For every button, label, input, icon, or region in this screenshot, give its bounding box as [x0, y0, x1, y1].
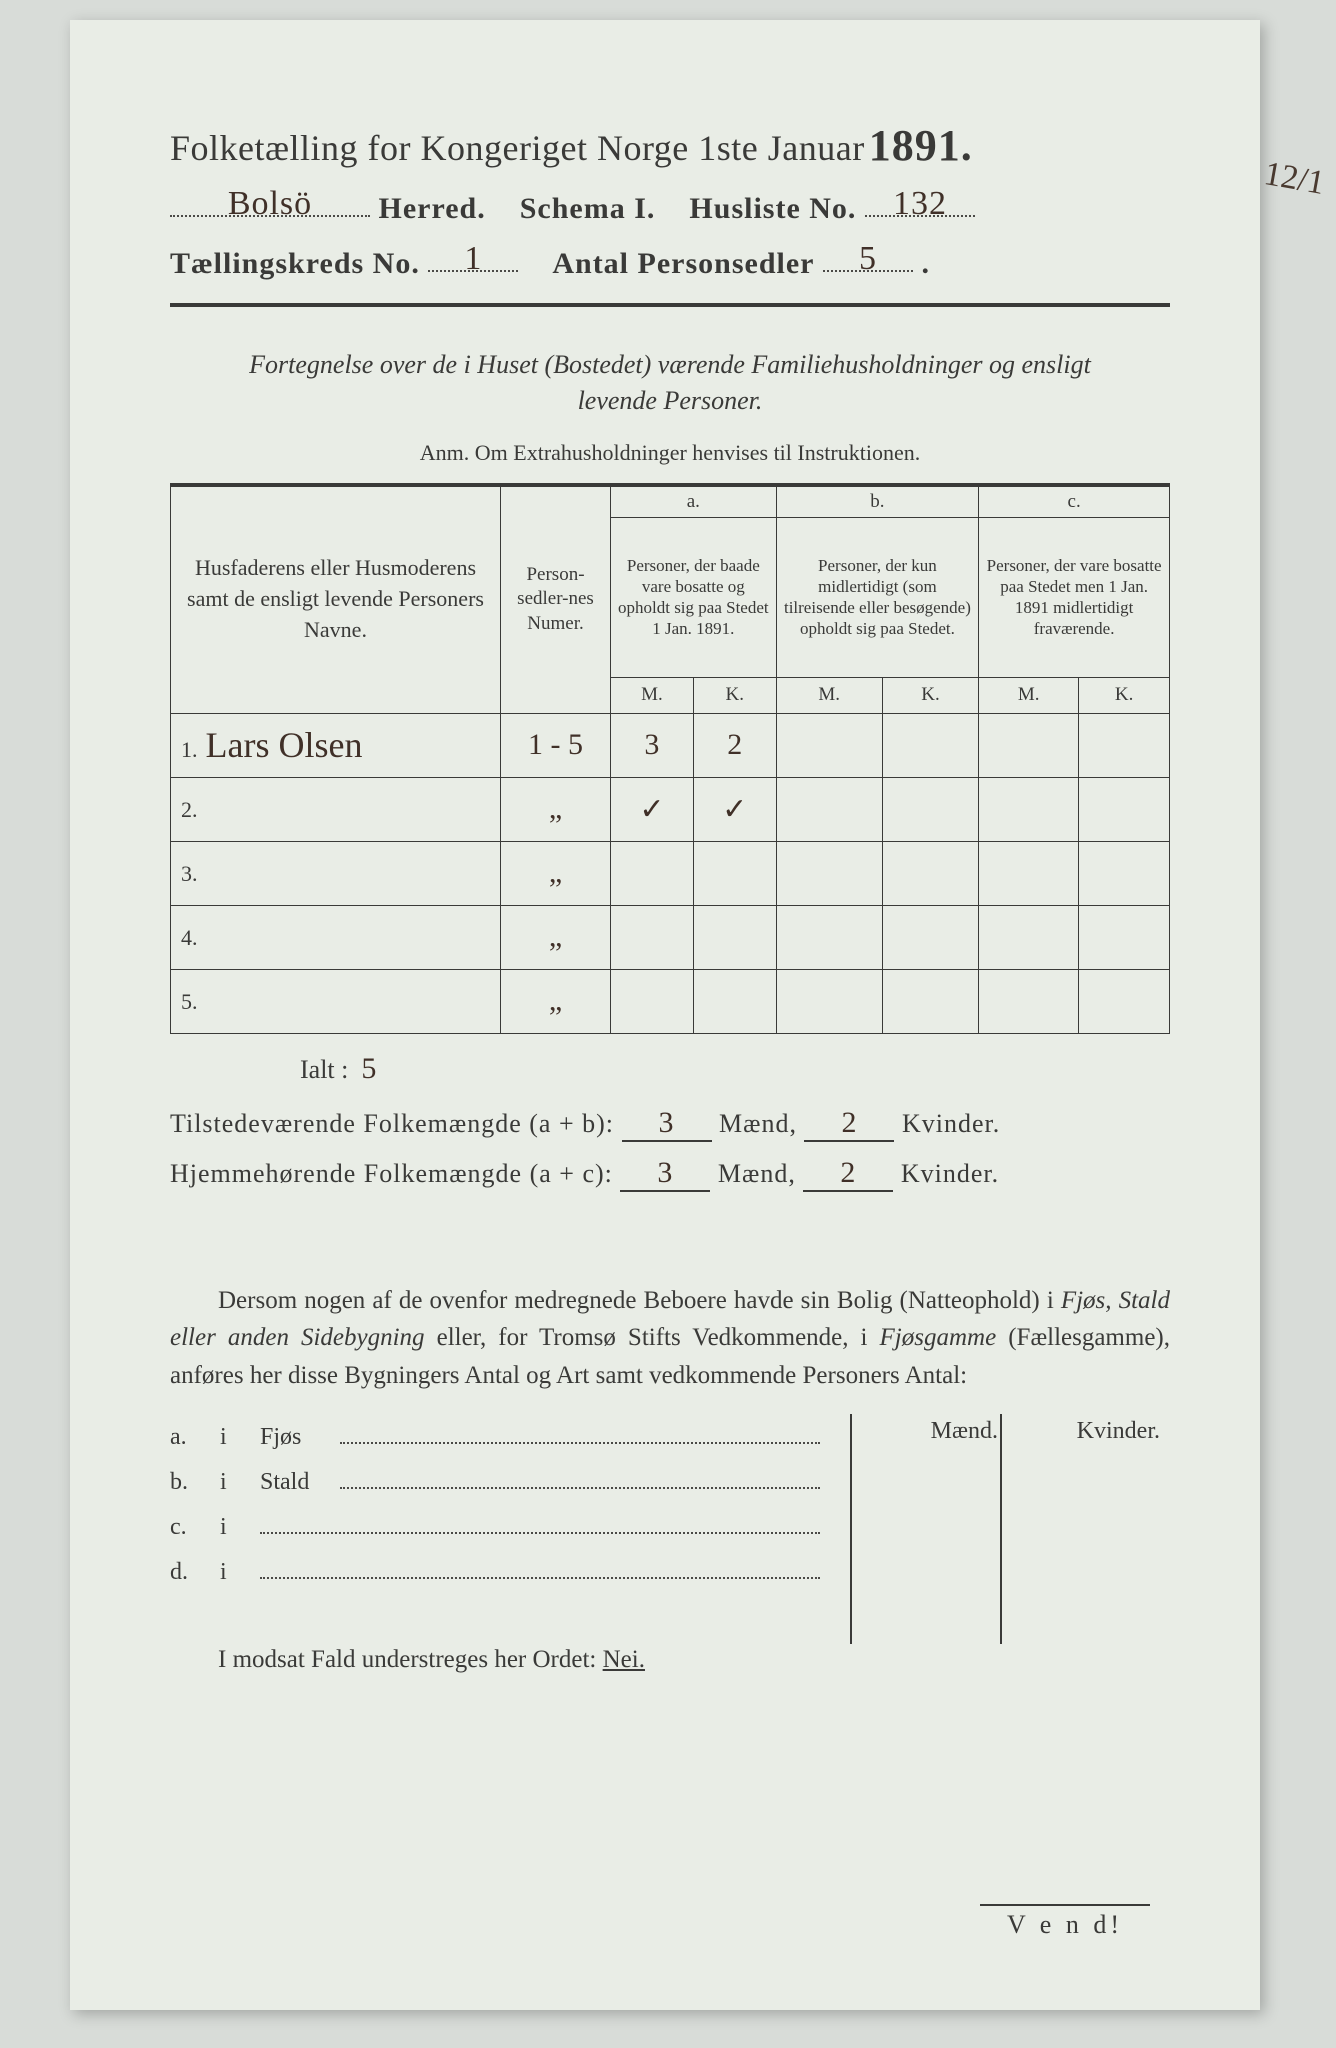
modsat-nei: Nei. — [603, 1646, 645, 1673]
table-row: 2.„✓✓ — [171, 777, 1170, 841]
col-a-text: Personer, der baade vare bosatte og opho… — [611, 517, 777, 677]
subtitle: Fortegnelse over de i Huset (Bostedet) v… — [170, 347, 1170, 469]
col-a-m: M. — [611, 677, 694, 713]
table-row: 4.„ — [171, 905, 1170, 969]
header-row-1: Bolsö Herred. Schema I. Husliste No. 132 — [170, 189, 1170, 226]
side-building-table: Mænd. Kvinder. a.iFjøsb.iStaldc.id.i — [170, 1424, 1170, 1586]
home-label: Hjemmehørende Folkemængde (a + c): — [170, 1159, 613, 1188]
col-a-k: K. — [693, 677, 776, 713]
vend-label: V e n d! — [980, 1904, 1150, 1940]
header-row-2: Tællingskreds No. 1 Antal Personsedler 5… — [170, 244, 1170, 281]
herred-value: Bolsö — [228, 185, 312, 222]
husliste-label: Husliste No. — [689, 192, 856, 225]
home-m: 3 — [657, 1156, 673, 1189]
col-c-k: K. — [1079, 677, 1170, 713]
present-line: Tilstedeværende Folkemængde (a + b): 3 M… — [170, 1106, 1170, 1142]
ialt-label: Ialt : — [300, 1055, 348, 1084]
col-b-m: M. — [776, 677, 882, 713]
col-b-text: Personer, der kun midlertidigt (som tilr… — [776, 517, 979, 677]
maend-label: Mænd, — [718, 1159, 796, 1188]
maend-label: Mænd, — [719, 1109, 797, 1138]
margin-annotation: 12/1 — [1261, 155, 1327, 203]
col-b-label: b. — [776, 486, 979, 517]
kreds-value: 1 — [464, 240, 482, 277]
col-b-k: K. — [882, 677, 978, 713]
subtitle-line2: levende Personer. — [578, 386, 763, 415]
table-row: 3.„ — [171, 841, 1170, 905]
divider — [170, 303, 1170, 307]
col-name-text: Husfaderens eller Husmoderens samt de en… — [177, 543, 494, 655]
side-building-paragraph: Dersom nogen af de ovenfor medregnede Be… — [170, 1282, 1170, 1395]
herred-label: Herred. — [379, 192, 486, 225]
personsedler-value: 5 — [859, 240, 877, 277]
lower-row: c.i — [170, 1514, 1170, 1541]
vline — [850, 1414, 852, 1644]
husliste-value: 132 — [893, 185, 947, 222]
lower-row: b.iStald — [170, 1469, 1170, 1496]
kreds-label: Tællingskreds No. — [170, 247, 420, 280]
summary-block: Tilstedeværende Folkemængde (a + b): 3 M… — [170, 1106, 1170, 1192]
home-k: 2 — [840, 1156, 856, 1189]
subtitle-line1: Fortegnelse over de i Huset (Bostedet) v… — [249, 350, 1091, 379]
kvinder-label: Kvinder. — [901, 1159, 999, 1188]
census-form-page: Folketælling for Kongeriget Norge 1ste J… — [70, 20, 1260, 2010]
title-year: 1891. — [869, 121, 973, 170]
table-row: 5.„ — [171, 969, 1170, 1033]
lower-row: d.i — [170, 1559, 1170, 1586]
col-header-name: Husfaderens eller Husmoderens samt de en… — [171, 486, 501, 713]
ialt-row: Ialt : 5 — [300, 1052, 1170, 1086]
lower-mk-header: Mænd. Kvinder. — [931, 1418, 1160, 1445]
table-row: 1.Lars Olsen1 - 532 — [171, 713, 1170, 777]
col-header-numer: Person-sedler-nes Numer. — [501, 486, 611, 713]
modsat-text: I modsat Fald understreges her Ordet: — [218, 1646, 596, 1673]
present-label: Tilstedeværende Folkemængde (a + b): — [170, 1109, 614, 1138]
modsat-line: I modsat Fald understreges her Ordet: Ne… — [170, 1646, 1170, 1674]
home-line: Hjemmehørende Folkemængde (a + c): 3 Mæn… — [170, 1156, 1170, 1192]
lower-kvinder: Kvinder. — [1077, 1418, 1160, 1444]
schema-label: Schema I. — [520, 192, 656, 225]
personsedler-label: Antal Personsedler — [552, 247, 814, 280]
page-title: Folketælling for Kongeriget Norge 1ste J… — [170, 120, 1170, 171]
present-m: 3 — [659, 1106, 675, 1139]
anm-note: Anm. Om Extrahusholdninger henvises til … — [170, 438, 1170, 469]
col-c-text: Personer, der vare bosatte paa Stedet me… — [979, 517, 1170, 677]
title-text: Folketælling for Kongeriget Norge 1ste J… — [170, 128, 865, 168]
kvinder-label: Kvinder. — [902, 1109, 1000, 1138]
col-a-label: a. — [611, 486, 777, 517]
vline — [1000, 1414, 1002, 1644]
col-c-label: c. — [979, 486, 1170, 517]
col-c-m: M. — [979, 677, 1079, 713]
col-numer-text: Person-sedler-nes Numer. — [507, 563, 604, 637]
census-table: Husfaderens eller Husmoderens samt de en… — [170, 486, 1170, 1034]
ialt-value: 5 — [361, 1052, 376, 1085]
present-k: 2 — [841, 1106, 857, 1139]
